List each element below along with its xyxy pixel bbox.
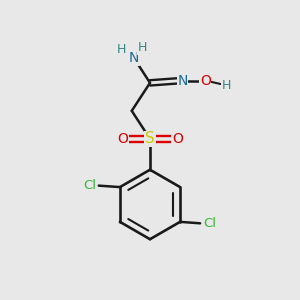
Text: O: O [200, 74, 211, 88]
Text: H: H [138, 41, 147, 54]
Text: O: O [117, 132, 128, 146]
Text: O: O [172, 132, 183, 146]
Text: N: N [177, 74, 188, 88]
Text: H: H [117, 43, 126, 56]
Text: Cl: Cl [204, 217, 217, 230]
Text: N: N [129, 51, 139, 65]
Text: S: S [145, 131, 155, 146]
Text: Cl: Cl [83, 179, 96, 192]
Text: H: H [221, 79, 231, 92]
